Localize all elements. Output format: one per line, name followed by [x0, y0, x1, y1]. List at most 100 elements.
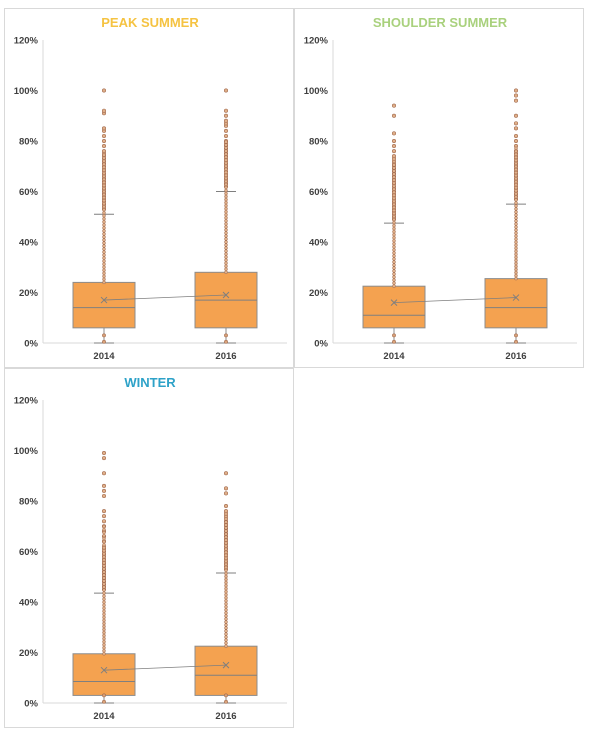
dense-point: [224, 212, 228, 217]
dense-point: [102, 253, 106, 257]
y-tick-label: 40%: [19, 598, 39, 609]
dense-point: [392, 175, 396, 179]
dense-point: [224, 620, 228, 624]
dense-point: [392, 199, 396, 204]
dense-point: [102, 621, 106, 626]
dense-point: [514, 155, 518, 160]
dense-point: [102, 265, 106, 269]
dense-point: [224, 161, 228, 165]
dense-point: [514, 158, 518, 163]
dense-point: [102, 247, 106, 251]
dense-point: [102, 527, 106, 532]
y-tick-label: 40%: [309, 238, 329, 249]
dense-point: [392, 202, 396, 207]
dense-point: [224, 164, 228, 168]
dense-point: [392, 275, 396, 279]
dense-point: [102, 585, 106, 589]
dense-point: [224, 237, 228, 241]
dense-point: [224, 520, 228, 524]
dense-point: [102, 603, 106, 608]
dense-point: [514, 201, 518, 205]
outlier-point: [392, 131, 397, 136]
dense-point: [224, 231, 228, 235]
dense-point: [224, 152, 228, 156]
dense-point: [102, 636, 106, 641]
dense-point: [224, 529, 228, 533]
dense-point: [224, 222, 228, 226]
dense-point: [102, 633, 106, 638]
dense-point: [102, 235, 106, 239]
dense-point: [224, 243, 228, 247]
dense-point: [224, 191, 228, 196]
dense-point: [514, 246, 518, 251]
outlier-point: [514, 133, 519, 138]
dense-point: [102, 189, 106, 194]
dense-point: [224, 158, 228, 162]
dense-point: [102, 195, 106, 200]
dense-point: [514, 249, 518, 254]
dense-point: [224, 586, 228, 591]
dense-point: [224, 544, 228, 548]
dense-point: [224, 234, 228, 238]
dense-point: [514, 176, 518, 181]
dense-point: [102, 204, 106, 209]
dense-point: [224, 623, 228, 627]
dense-point: [102, 542, 106, 547]
dense-point: [224, 225, 228, 229]
dense-point: [392, 232, 396, 237]
dense-point: [224, 182, 228, 187]
dense-point: [102, 545, 106, 550]
dense-point: [102, 645, 106, 650]
dense-point: [224, 258, 228, 262]
dense-point: [514, 207, 518, 211]
box-2016: [484, 278, 548, 329]
dense-point: [224, 635, 228, 639]
outlier-point: [102, 456, 107, 461]
low-point: [224, 339, 228, 344]
dense-point: [224, 541, 228, 545]
dense-point: [224, 565, 228, 570]
dense-point: [102, 594, 106, 598]
dense-point: [392, 269, 396, 273]
dense-point: [514, 219, 518, 223]
dense-point: [392, 217, 396, 222]
peak-summer-chart-panel: PEAK SUMMER 0% 20% 40% 60% 80% 100% 120% 2014 201…: [4, 8, 294, 368]
dense-point: [102, 624, 106, 629]
dense-point: [224, 605, 228, 609]
dense-point: [224, 632, 228, 636]
dense-point: [514, 276, 518, 281]
dense-point: [392, 184, 396, 188]
y-tick-label: 20%: [309, 288, 329, 299]
low-point: [514, 339, 518, 344]
low-point: [102, 339, 106, 344]
dense-point: [514, 173, 518, 178]
dense-point: [224, 532, 228, 536]
dense-point: [392, 229, 396, 234]
box-2014: [72, 653, 136, 696]
dense-point: [102, 524, 106, 529]
dense-point: [102, 558, 106, 562]
low-point: [102, 699, 106, 704]
dense-point: [514, 170, 518, 175]
dense-point: [102, 256, 106, 260]
chart-title: SHOULDER SUMMER: [373, 15, 508, 30]
dense-point: [102, 564, 106, 568]
dense-point: [224, 188, 228, 193]
dense-point: [102, 642, 106, 647]
dense-point: [224, 568, 228, 573]
outlier-point: [224, 108, 229, 113]
y-tick-label: 0%: [24, 699, 38, 710]
dense-point: [224, 617, 228, 621]
dense-point: [224, 197, 228, 202]
dense-point: [514, 213, 518, 217]
dense-point: [102, 552, 106, 556]
dense-point: [102, 561, 106, 565]
y-tick-label: 0%: [314, 339, 328, 350]
dense-point: [102, 570, 106, 574]
dense-point: [514, 243, 518, 248]
dense-point: [224, 228, 228, 232]
dense-point: [514, 182, 518, 187]
dense-point: [102, 165, 106, 170]
dense-point: [224, 538, 228, 542]
dense-point: [514, 255, 518, 260]
